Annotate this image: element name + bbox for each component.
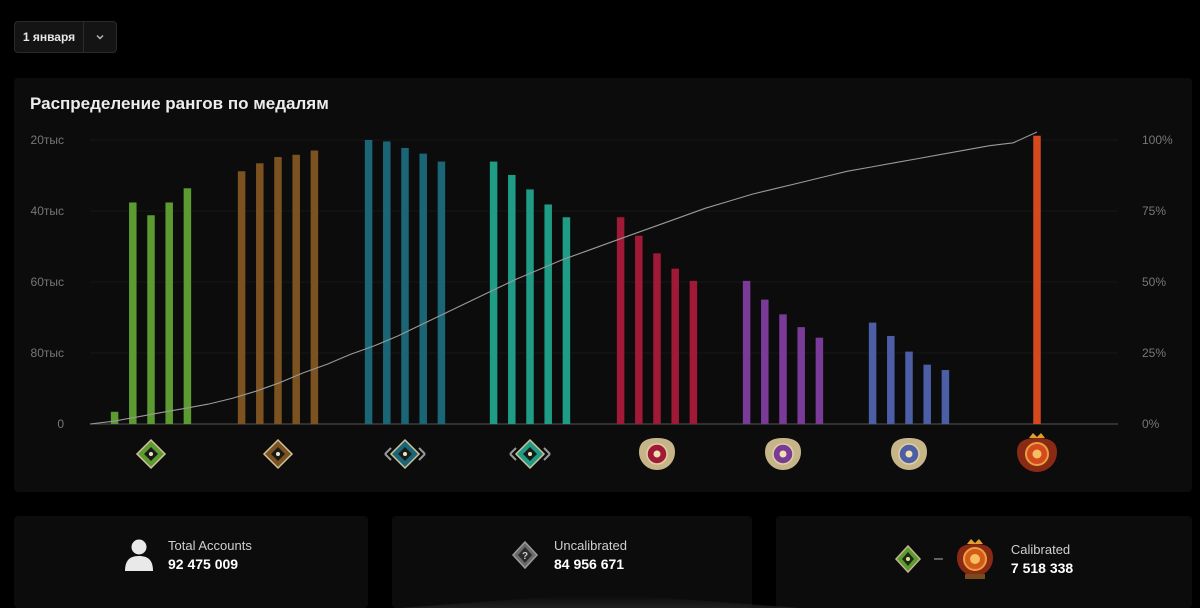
legend-medal-icon [639,438,675,470]
bar-guardian-5 [310,150,319,424]
total-accounts-value: 92 475 009 [168,556,239,572]
bar-divine-4 [923,364,931,424]
cumulative-line [89,131,1038,425]
left-tick-label: 20тыс [31,133,64,147]
uncalibrated-card: ? Uncalibrated 84 956 671 [392,516,752,608]
bar-divine-3 [905,351,913,424]
herald-medal-icon [135,438,167,470]
bar-archon-3 [526,189,534,424]
left-tick-label: 40тыс [31,204,64,218]
bar-immortal-1 [1033,135,1041,425]
uncalibrated-value: 84 956 671 [554,556,625,572]
bar-guardian-2 [256,163,264,424]
ancient-medal-icon [765,438,801,470]
bar-archon-5 [562,217,571,424]
uncalibrated-medal-icon: ? [511,540,539,570]
bar-legend-2 [635,235,643,424]
bar-archon-1 [489,161,498,425]
right-tick-label: 75% [1142,204,1166,218]
bar-crusader-3 [401,147,409,424]
rank-distribution-panel: Распределение рангов по медалям 20тыс 100… [14,78,1192,492]
rank-distribution-chart: 20тыс 100% 40тыс 75% 60тыс 50% 80тыс 25% 0 0% [31,131,1173,472]
divine-medal-icon [891,438,927,470]
crusader-medal-icon [384,438,426,470]
bar-guardian-3 [274,157,282,424]
date-select-label[interactable]: 1 января [15,22,84,52]
bar-herald-3 [147,215,155,424]
bar-ancient-4 [797,327,805,424]
bar-legend-5 [689,280,698,424]
bar-divine-2 [887,335,895,424]
bar-legend-1 [616,217,625,424]
chevron-down-icon[interactable] [84,22,116,52]
bar-legend-4 [671,268,679,424]
bar-ancient-1 [742,280,751,424]
right-tick-label: 50% [1142,275,1166,289]
panel-title: Распределение рангов по медалям [30,94,329,113]
bar-herald-4 [165,202,173,424]
bar-archon-4 [544,204,552,424]
svg-text:?: ? [522,551,528,562]
calibrated-value: 7 518 338 [1010,560,1074,576]
herald-medal-icon [894,544,922,574]
bar-herald-1 [110,411,119,424]
left-tick-label: 0 [57,417,64,431]
right-tick-label: 0% [1142,417,1160,431]
right-tick-label: 100% [1142,133,1173,147]
total-accounts-label: Total Accounts [168,538,252,553]
immortal-medal-icon [1017,433,1057,472]
bar-divine-5 [941,370,950,424]
bar-herald-5 [183,188,192,424]
archon-medal-icon [509,438,551,470]
uncalibrated-label: Uncalibrated [554,538,627,553]
right-tick-label: 25% [1142,346,1166,360]
user-icon [125,539,153,571]
bar-crusader-1 [364,140,373,424]
bar-legend-3 [653,253,661,424]
bar-crusader-4 [419,153,427,424]
calibrated-label: Calibrated [1010,542,1071,557]
range-separator: – [934,550,943,567]
calibrated-card: – Calibrated 7 518 338 [776,516,1192,608]
bar-archon-2 [508,174,516,424]
guardian-medal-icon [262,438,294,470]
bar-ancient-3 [779,314,787,424]
bar-ancient-5 [815,337,824,424]
bar-crusader-2 [383,141,391,425]
bar-ancient-2 [761,299,769,424]
bar-crusader-5 [437,161,446,425]
bar-divine-1 [868,322,877,424]
date-select[interactable]: 1 января [14,21,117,53]
bar-guardian-1 [237,171,246,424]
bar-herald-2 [129,202,137,424]
immortal-medal-icon [956,539,993,579]
left-tick-label: 60тыс [31,275,64,289]
left-tick-label: 80тыс [31,346,64,360]
total-accounts-card: Total Accounts 92 475 009 [14,516,368,608]
bar-guardian-4 [292,154,300,424]
